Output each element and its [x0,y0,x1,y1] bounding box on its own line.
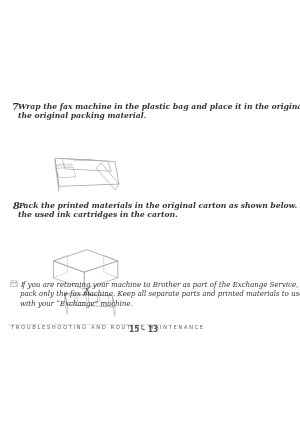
Text: Pack the printed materials in the original carton as shown below. Do not pack
th: Pack the printed materials in the origin… [18,202,300,219]
Bar [61,164,64,166]
Text: 8: 8 [12,202,19,211]
Bar [11,280,16,282]
Text: 15 - 13: 15 - 13 [129,326,158,334]
Bar [10,282,17,286]
Text: Wrap the fax machine in the plastic bag and place it in the original carton with: Wrap the fax machine in the plastic bag … [18,103,300,120]
Bar [69,164,72,166]
Bar [57,164,60,166]
Text: If you are returning your machine to Brother as part of the Exchange Service,
pa: If you are returning your machine to Bro… [20,281,300,308]
Text: 7: 7 [12,103,19,112]
Text: T R O U B L E S H O O T I N G   A N D   R O U T I N E   M A I N T E N A N C E: T R O U B L E S H O O T I N G A N D R O … [11,326,203,331]
Bar [65,164,68,166]
